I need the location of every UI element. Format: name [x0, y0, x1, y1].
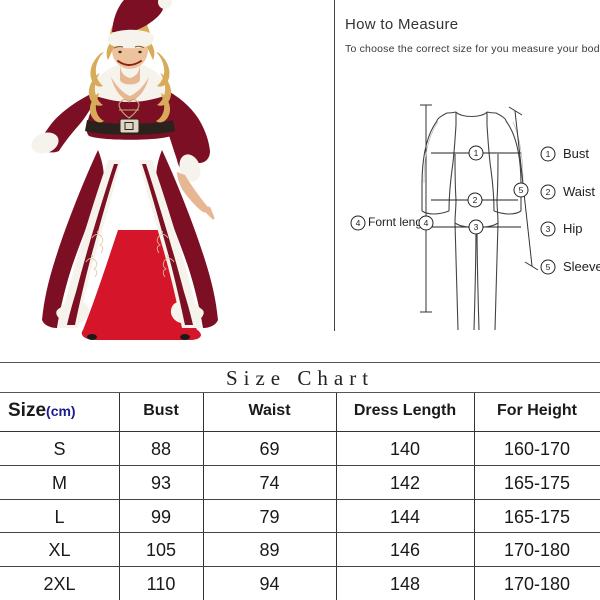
svg-text:1: 1 — [546, 149, 551, 159]
svg-text:1: 1 — [474, 148, 479, 158]
svg-text:3: 3 — [546, 224, 551, 234]
svg-text:2: 2 — [473, 195, 478, 205]
svg-text:4: 4 — [356, 218, 361, 228]
svg-text:5: 5 — [519, 185, 524, 195]
svg-text:Waist: Waist — [563, 184, 595, 199]
svg-text:3: 3 — [474, 222, 479, 232]
svg-text:4: 4 — [424, 218, 429, 228]
svg-text:2: 2 — [546, 187, 551, 197]
svg-text:5: 5 — [546, 262, 551, 272]
svg-text:Bust: Bust — [563, 146, 589, 161]
svg-text:Sleeve: Sleeve — [563, 259, 600, 274]
svg-text:Hip: Hip — [563, 221, 583, 236]
